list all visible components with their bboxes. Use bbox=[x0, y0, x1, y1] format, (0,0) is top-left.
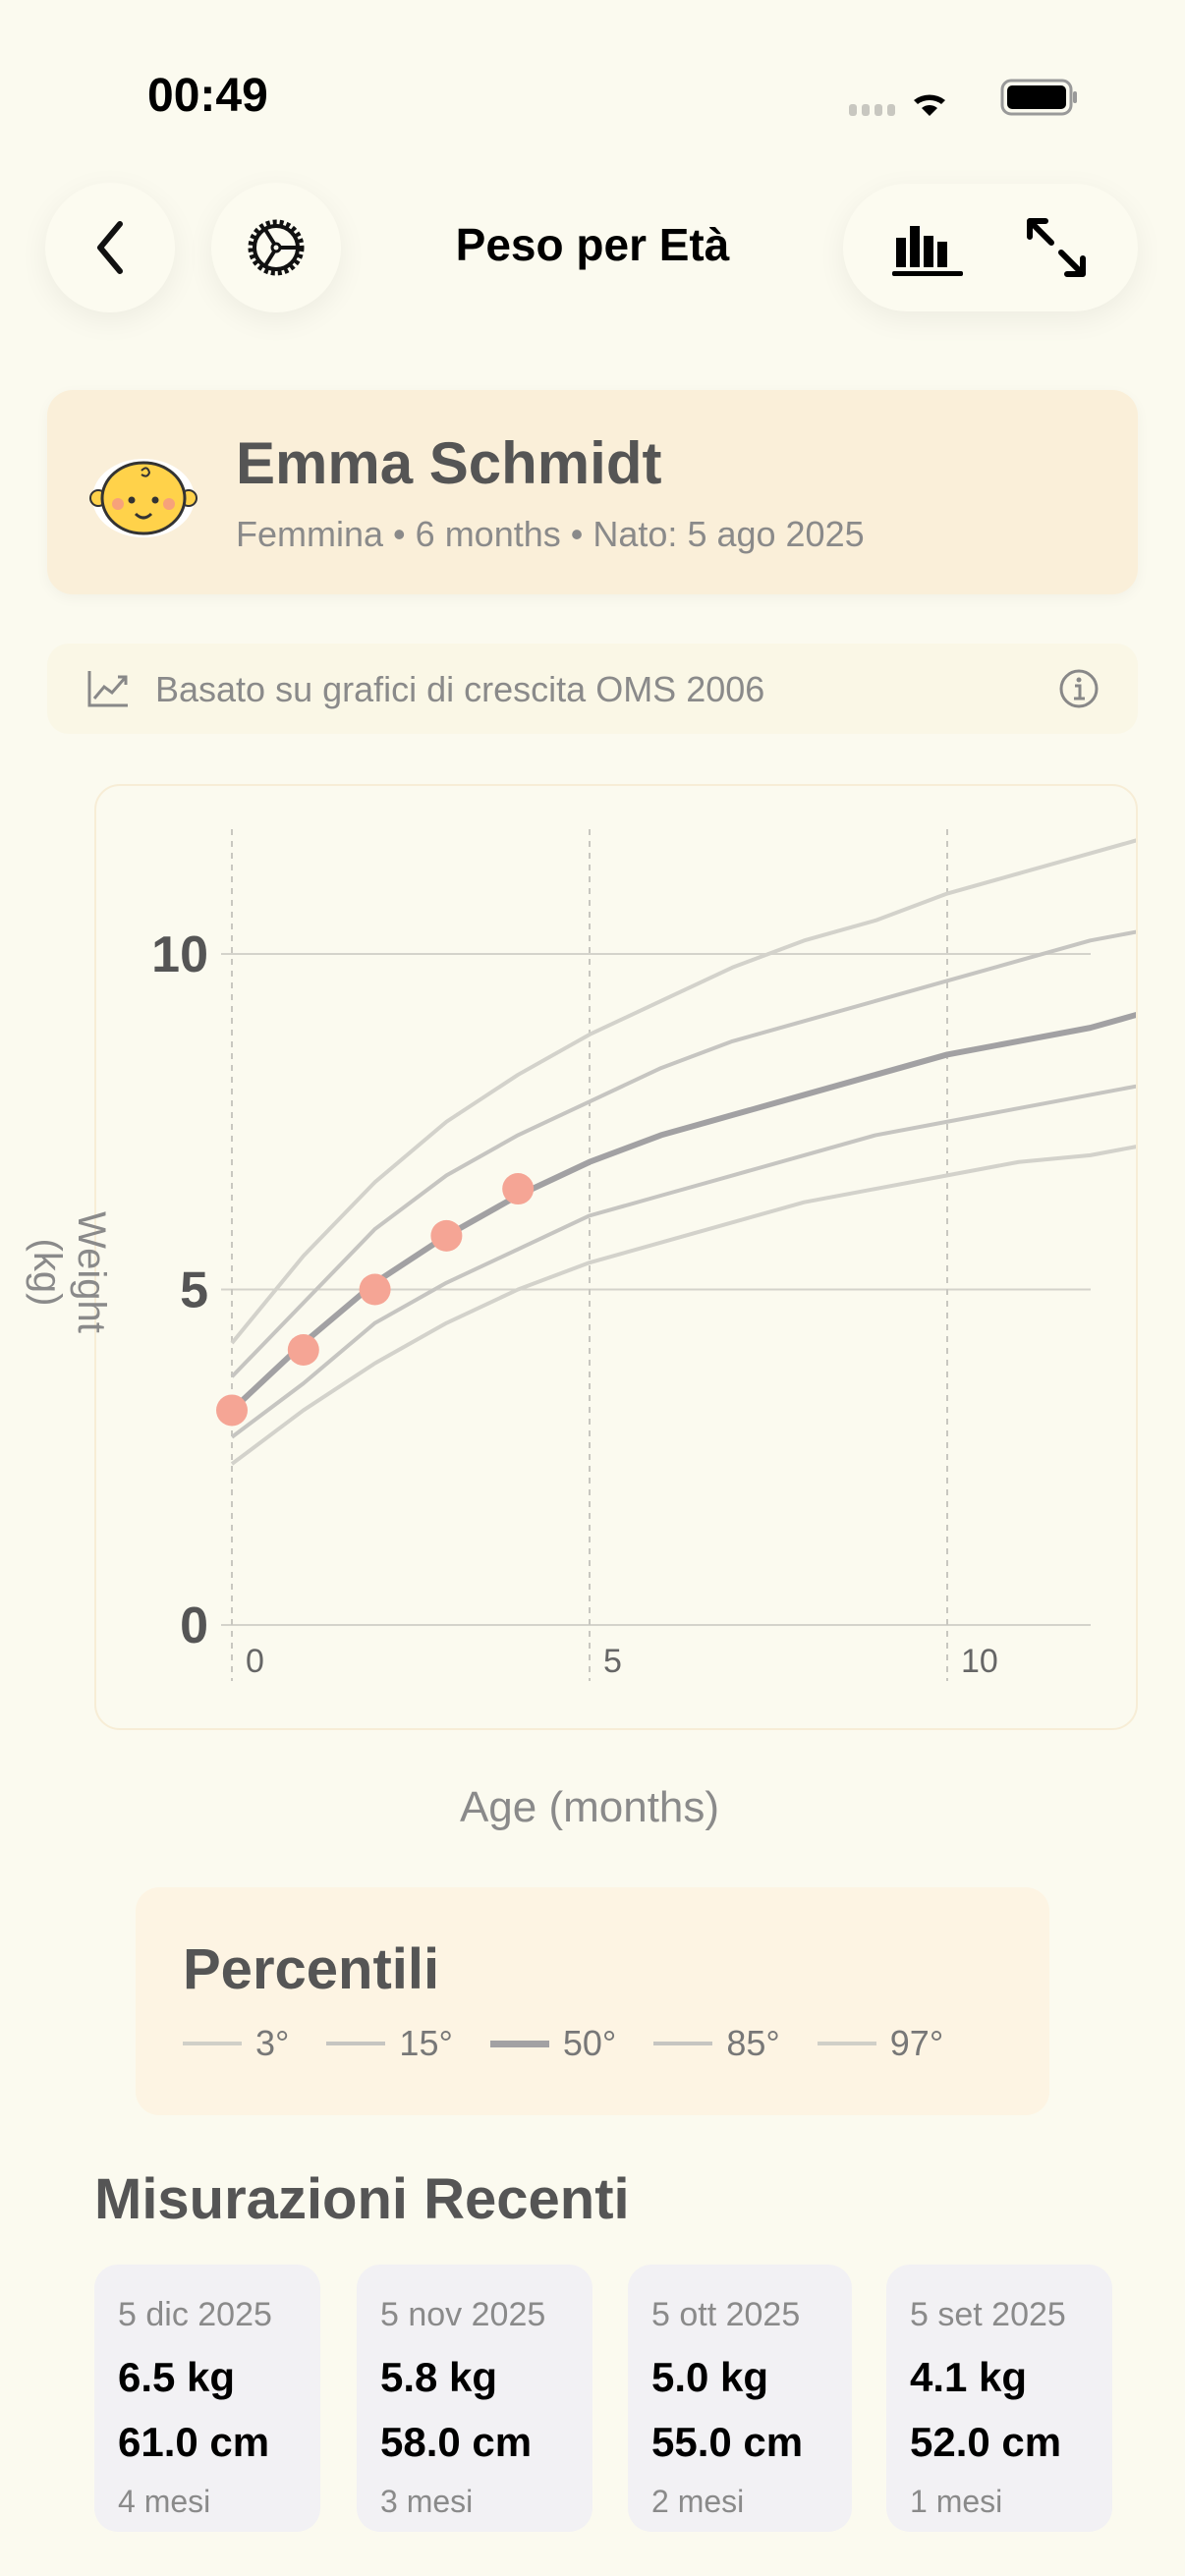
measurement-height: 58.0 cm bbox=[380, 2419, 533, 2465]
legend-label: 3° bbox=[255, 2023, 290, 2063]
measurement-age: 2 mesi bbox=[651, 2484, 745, 2519]
separator: • bbox=[393, 514, 406, 554]
info-text: Basato su grafici di crescita OMS 2006 bbox=[155, 669, 765, 709]
measurement-card[interactable]: 5 dic 2025 6.5 kg 61.0 cm 4 mesi bbox=[94, 2265, 320, 2532]
legend-swatch bbox=[817, 2042, 876, 2045]
measurement-date: 5 dic 2025 bbox=[118, 2296, 272, 2333]
measurement-height: 61.0 cm bbox=[118, 2419, 270, 2465]
percentile-line-3 bbox=[230, 1145, 1136, 1466]
info-bar: Basato su grafici di crescita OMS 2006 bbox=[47, 644, 1138, 734]
measurement-height: 52.0 cm bbox=[910, 2419, 1062, 2465]
legend: 3° 15° 50° 85° 97° bbox=[183, 2023, 943, 2064]
legend-item-97: 97° bbox=[817, 2023, 944, 2064]
child-name: Emma Schmidt bbox=[236, 430, 662, 496]
measurement-weight: 6.5 kg bbox=[118, 2354, 236, 2400]
measurement-weight: 5.0 kg bbox=[651, 2354, 769, 2400]
x-axis-label: Age (months) bbox=[459, 1783, 720, 1831]
chart-card bbox=[94, 784, 1138, 1730]
measurement-point bbox=[502, 1173, 535, 1205]
percentile-line-50 bbox=[229, 1011, 1136, 1413]
measurement-card[interactable]: 5 nov 2025 5.8 kg 58.0 cm 3 mesi bbox=[357, 2265, 592, 2532]
x-tick-label: 5 bbox=[603, 1643, 622, 1680]
x-tick-label: 0 bbox=[246, 1643, 264, 1680]
legend-swatch bbox=[489, 2040, 549, 2047]
legend-label: 15° bbox=[399, 2023, 453, 2063]
legend-swatch bbox=[653, 2042, 713, 2045]
measurement-date: 5 nov 2025 bbox=[380, 2296, 546, 2333]
child-age: 6 months bbox=[415, 514, 561, 554]
chevron-left-icon bbox=[97, 221, 123, 274]
legend-item-50: 50° bbox=[489, 2023, 617, 2064]
measurement-weight: 5.8 kg bbox=[380, 2354, 498, 2400]
legend-item-85: 85° bbox=[653, 2023, 780, 2064]
back-button[interactable] bbox=[45, 183, 175, 312]
legend-item-15: 15° bbox=[326, 2023, 453, 2064]
measurement-date: 5 ott 2025 bbox=[651, 2296, 801, 2333]
baby-avatar-icon bbox=[89, 459, 198, 537]
measurement-date: 5 set 2025 bbox=[910, 2296, 1066, 2333]
measurement-card[interactable]: 5 set 2025 4.1 kg 52.0 cm 1 mesi bbox=[886, 2265, 1112, 2532]
child-sex: Femmina bbox=[236, 514, 384, 554]
legend-swatch bbox=[326, 2042, 386, 2045]
status-time: 00:49 bbox=[147, 70, 268, 122]
legend-item-3: 3° bbox=[183, 2023, 289, 2064]
bar-chart-icon[interactable] bbox=[892, 218, 965, 277]
percentile-line-97 bbox=[230, 838, 1136, 1345]
legend-label: 97° bbox=[889, 2023, 944, 2063]
measurement-point bbox=[359, 1273, 391, 1306]
expand-icon[interactable] bbox=[1024, 215, 1089, 280]
measurement-age: 1 mesi bbox=[910, 2484, 1003, 2519]
measurement-age: 4 mesi bbox=[118, 2484, 211, 2519]
percentile-curves bbox=[229, 838, 1136, 1466]
growth-chart: 0 5 10 0 5 10 bbox=[151, 829, 1136, 1681]
measurement-age: 3 mesi bbox=[380, 2484, 474, 2519]
header-actions bbox=[843, 184, 1138, 311]
measurement-card[interactable]: 5 ott 2025 5.0 kg 55.0 cm 2 mesi bbox=[628, 2265, 852, 2532]
separator: • bbox=[570, 514, 584, 554]
measurement-height: 55.0 cm bbox=[651, 2419, 804, 2465]
settings-button[interactable] bbox=[211, 183, 341, 312]
y-tick-label: 5 bbox=[180, 1262, 208, 1319]
y-tick-label: 0 bbox=[180, 1597, 208, 1654]
battery-icon bbox=[1000, 79, 1077, 116]
measurement-weight: 4.1 kg bbox=[910, 2354, 1028, 2400]
trend-chart-icon bbox=[87, 671, 128, 707]
x-tick-label: 10 bbox=[961, 1643, 998, 1680]
legend-title: Percentili bbox=[183, 1937, 440, 2001]
child-birthdate: Nato: 5 ago 2025 bbox=[592, 514, 865, 554]
legend-label: 50° bbox=[562, 2023, 617, 2063]
y-tick-label: 10 bbox=[151, 926, 208, 983]
percentile-legend-card: Percentili 3° 15° 50° 85° 97° bbox=[136, 1887, 1049, 2115]
recent-measurements-title: Misurazioni Recenti bbox=[94, 2167, 630, 2231]
gear-icon bbox=[248, 219, 305, 276]
status-icons bbox=[849, 94, 945, 116]
info-icon[interactable] bbox=[1057, 667, 1100, 710]
profile-card: Emma Schmidt Femmina • 6 months • Nato: … bbox=[47, 390, 1138, 594]
percentile-line-15 bbox=[230, 1084, 1136, 1439]
measurement-point bbox=[430, 1219, 463, 1252]
child-details: Femmina • 6 months • Nato: 5 ago 2025 bbox=[236, 514, 865, 555]
measurement-point bbox=[216, 1394, 248, 1427]
measurement-point bbox=[287, 1333, 319, 1366]
legend-label: 85° bbox=[726, 2023, 780, 2063]
page-title: Peso per Età bbox=[455, 219, 730, 270]
y-axis-label: Weight (kg) bbox=[26, 1211, 113, 1333]
percentile-line-85 bbox=[230, 929, 1136, 1378]
legend-swatch bbox=[183, 2042, 242, 2045]
